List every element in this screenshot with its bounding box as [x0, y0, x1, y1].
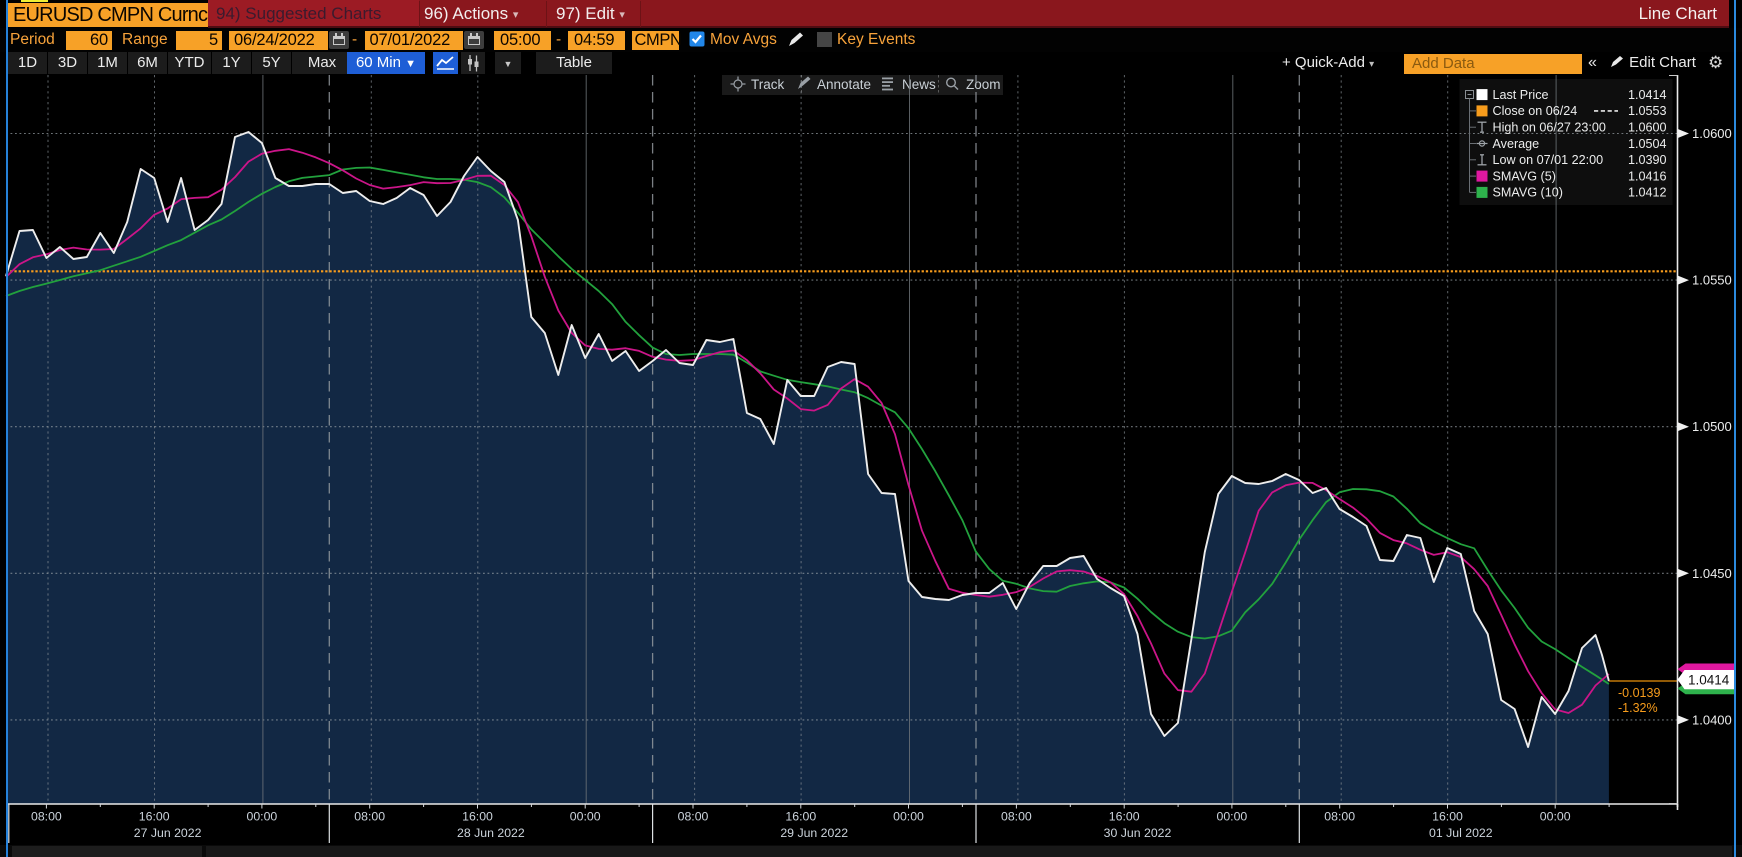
svg-text:High on 06/27 23:00: High on 06/27 23:00	[1493, 121, 1606, 135]
svg-text:1.0504: 1.0504	[1628, 137, 1667, 151]
svg-text:08:00: 08:00	[678, 810, 709, 824]
svg-text:27 Jun 2022: 27 Jun 2022	[134, 826, 202, 840]
svg-text:16:00: 16:00	[1109, 810, 1140, 824]
svg-text:Annotate: Annotate	[817, 77, 871, 92]
svg-text:00:00: 00:00	[570, 810, 601, 824]
svg-text:Track: Track	[751, 77, 784, 92]
svg-text:1.0553: 1.0553	[1628, 104, 1667, 118]
svg-text:29 Jun 2022: 29 Jun 2022	[780, 826, 848, 840]
svg-text:08:00: 08:00	[1001, 810, 1032, 824]
svg-text:SMAVG (10): SMAVG (10)	[1493, 186, 1563, 200]
svg-text:1.0600: 1.0600	[1628, 121, 1667, 135]
svg-text:00:00: 00:00	[247, 810, 278, 824]
svg-text:00:00: 00:00	[1540, 810, 1571, 824]
svg-text:Close on 06/24: Close on 06/24	[1493, 104, 1578, 118]
svg-text:-1.32%: -1.32%	[1618, 701, 1658, 715]
svg-text:16:00: 16:00	[462, 810, 493, 824]
svg-text:08:00: 08:00	[1324, 810, 1355, 824]
svg-text:08:00: 08:00	[31, 810, 62, 824]
svg-text:01 Jul 2022: 01 Jul 2022	[1429, 826, 1493, 840]
svg-text:Last Price: Last Price	[1493, 88, 1549, 102]
svg-text:28 Jun 2022: 28 Jun 2022	[457, 826, 525, 840]
svg-text:1.0414: 1.0414	[1628, 88, 1667, 102]
svg-text:1.0500: 1.0500	[1692, 419, 1732, 434]
svg-text:16:00: 16:00	[1432, 810, 1463, 824]
svg-text:16:00: 16:00	[139, 810, 170, 824]
svg-text:SMAVG (5): SMAVG (5)	[1493, 169, 1556, 183]
svg-text:News: News	[902, 77, 936, 92]
svg-text:00:00: 00:00	[893, 810, 924, 824]
svg-text:Low on 07/01 22:00: Low on 07/01 22:00	[1493, 153, 1604, 167]
svg-text:1.0600: 1.0600	[1692, 126, 1732, 141]
svg-text:08:00: 08:00	[354, 810, 385, 824]
svg-text:Zoom: Zoom	[966, 77, 1001, 92]
svg-text:1.0400: 1.0400	[1692, 712, 1732, 727]
svg-text:-0.0139: -0.0139	[1618, 686, 1660, 700]
svg-text:1.0414: 1.0414	[1688, 673, 1730, 688]
svg-text:1.0412: 1.0412	[1628, 186, 1667, 200]
svg-text:16:00: 16:00	[785, 810, 816, 824]
svg-text:1.0416: 1.0416	[1628, 169, 1667, 183]
svg-text:00:00: 00:00	[1217, 810, 1248, 824]
svg-text:1.0550: 1.0550	[1692, 273, 1732, 288]
svg-text:Average: Average	[1493, 137, 1540, 151]
svg-text:1.0450: 1.0450	[1692, 566, 1732, 581]
svg-text:30 Jun 2022: 30 Jun 2022	[1104, 826, 1172, 840]
svg-text:1.0390: 1.0390	[1628, 153, 1667, 167]
